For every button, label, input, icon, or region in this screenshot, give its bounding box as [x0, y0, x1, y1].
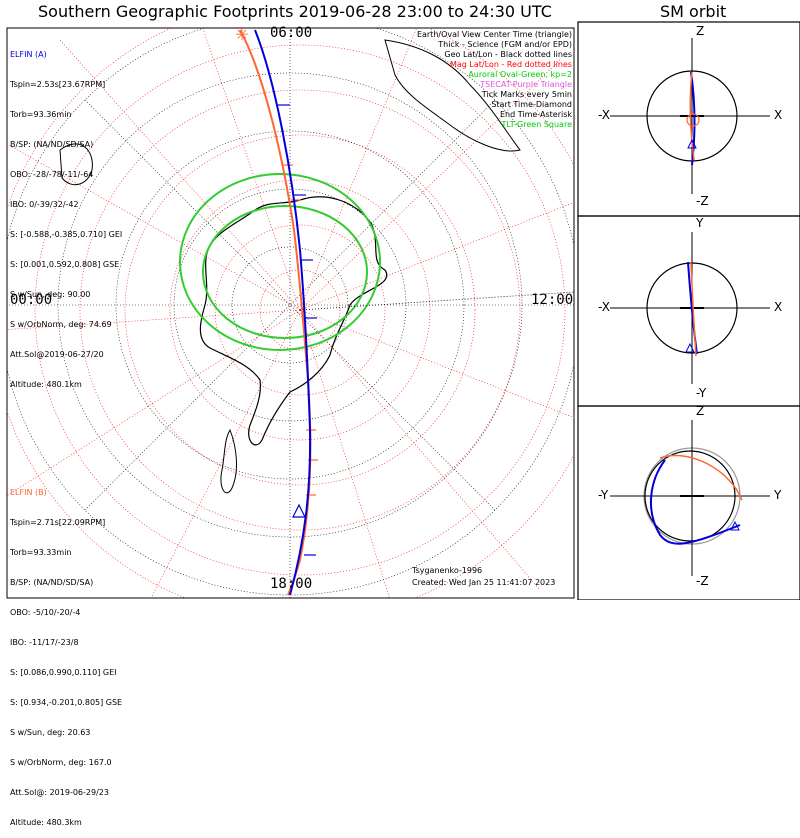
footprint-figure: ✳: [6, 21, 800, 600]
elfin-a-line: S: [-0.588,-0.385,0.710] GEI: [10, 230, 123, 239]
orbit-panel-yz: [577, 405, 800, 600]
elfin-b-line: Torb=93.33min: [10, 548, 72, 557]
orbit-axis-label-bottom: -Z: [696, 194, 709, 208]
orbit-axis-label-top: Z: [696, 404, 705, 418]
auroral-oval: [179, 173, 381, 351]
legend-entry: End Time-Asterisk: [499, 110, 572, 119]
clock-label-right: 12:00: [531, 292, 574, 308]
sm-orbit-title: SM orbit: [660, 2, 727, 21]
elfin-b-line: S: [0.934,-0.201,0.805] GSE: [10, 698, 123, 707]
model-label: Tsyganenko-1996: [412, 566, 483, 575]
legend-entry: Earth/Oval View Center Time (triangle): [416, 30, 572, 39]
map-frame: [6, 27, 575, 599]
legend-entry: TSECAT-Purple Triangle: [480, 80, 572, 89]
orbit-a-triangle: [685, 342, 695, 353]
elfin-b-line: Tspin=2.71s[22.09RPM]: [10, 518, 106, 527]
elfin-a-track: [254, 29, 312, 596]
polar-map: ✳: [7, 25, 574, 598]
elfin-a-ticks: [278, 104, 317, 556]
elfin-b-name: ELFIN (B): [10, 488, 47, 497]
legend-entry: Tick Marks every 5min: [481, 90, 572, 99]
orbit-a-triangle: [687, 138, 697, 149]
orbit-axis-label-left: -X: [598, 300, 610, 314]
elfin-a-line: S w/Sun, deg: 90.00: [10, 290, 91, 299]
elfin-a-line: IBO: 0/-39/32/-42: [10, 200, 79, 209]
elfin-b-line: OBO: -5/10/-20/-4: [10, 608, 81, 617]
elfin-a-line: Altitude: 480.1km: [10, 380, 82, 389]
orbit-axis-label-left: -X: [598, 108, 610, 122]
created-label: Created: Wed Jan 25 11:41:07 2023: [412, 578, 556, 587]
orbit-axis-label-left: -Y: [598, 488, 609, 502]
orbit-panel-xz: [577, 21, 800, 217]
elfin-a-info: ELFIN (A) Tspin=2.53s[23.67RPM] Torb=93.…: [10, 30, 122, 400]
clock-label-top: 06:00: [270, 25, 313, 41]
orbit-panel-xy: [577, 215, 800, 407]
orbit-a-triangle: [730, 520, 740, 531]
orbit-axis-label-right: X: [774, 108, 783, 122]
elfin-b-line: Altitude: 480.3km: [10, 818, 82, 827]
elfin-a-line: S w/OrbNorm, deg: 74.69: [10, 320, 112, 329]
elfin-a-line: Torb=93.36min: [10, 110, 72, 119]
plot-title: Southern Geographic Footprints 2019-06-2…: [38, 2, 552, 21]
orbit-axis-label-right: Y: [774, 488, 782, 502]
orbit-axis-label-top: Y: [696, 216, 704, 230]
orbit-axis-label-right: X: [774, 300, 783, 314]
elfin-a-line: OBO: -28/-78/-11/-64: [10, 170, 94, 179]
orbit-axis-label-top: Z: [696, 24, 705, 38]
elfin-b-info: ELFIN (B) Tspin=2.71s[22.09RPM] Torb=93.…: [10, 468, 122, 838]
clock-label-left: 00:00: [10, 292, 53, 308]
elfin-a-name: ELFIN (A): [10, 50, 47, 59]
elfin-a-line: B/SP: (NA/ND/SD/SA): [10, 140, 94, 149]
orbit-a-track: [649, 459, 741, 545]
south-america-tip: [220, 428, 237, 494]
legend-entry: Geo Lat/Lon - Black dotted lines: [444, 50, 572, 59]
elfin-b-line: S: [0.086,0.990,0.110] GEI: [10, 668, 117, 677]
africa-tip: [59, 143, 93, 186]
elfin-a-view-triangle: [292, 503, 306, 518]
legend-entry: Auroral Oval-Green, kp=2: [468, 70, 572, 79]
dusk-line: [299, 291, 574, 311]
australia-edge: [384, 39, 521, 152]
elfin-b-track: [239, 29, 312, 596]
elfin-a-line: Att.Sol@2019-06-27/20: [10, 350, 104, 359]
orbit-axis-label-bottom: -Z: [696, 574, 709, 588]
orbit-axis-label-bottom: -Y: [696, 386, 707, 400]
legend: Earth/Oval View Center Time (triangle) Th…: [417, 30, 572, 130]
clock-label-bottom: 18:00: [270, 576, 313, 592]
elfin-a-line: S: [0.001,0.592,0.808] GSE: [10, 260, 120, 269]
sm-orbit-panels: [577, 21, 800, 600]
elfin-b-line: S w/Sun, deg: 20.63: [10, 728, 91, 737]
legend-entry: TLT-Green Square: [501, 120, 572, 129]
orbit-b-track: [690, 261, 697, 357]
elfin-b-line: B/SP: (NA/ND/SD/SA): [10, 578, 94, 587]
elfin-b-line: S w/OrbNorm, deg: 167.0: [10, 758, 112, 767]
orbit-b-track: [659, 454, 743, 501]
legend-entry: Thick - Science (FGM and/or EPD): [438, 40, 572, 49]
elfin-b-line: IBO: -11/17/-23/8: [10, 638, 79, 647]
legend-entry: Start Time-Diamond: [491, 100, 572, 109]
elfin-a-line: Tspin=2.53s[23.67RPM]: [10, 80, 106, 89]
elfin-b-end-asterisk: ✳: [235, 25, 248, 44]
geo-grid: [7, 28, 574, 598]
elfin-b-line: Att.Sol@: 2019-06-29/23: [10, 788, 109, 797]
mag-grid: [7, 28, 574, 598]
elfin-b-ticks: [283, 164, 318, 496]
legend-entry: Mag Lat/Lon - Red dotted lines: [449, 60, 572, 69]
orbit-b-marker: [686, 113, 700, 127]
